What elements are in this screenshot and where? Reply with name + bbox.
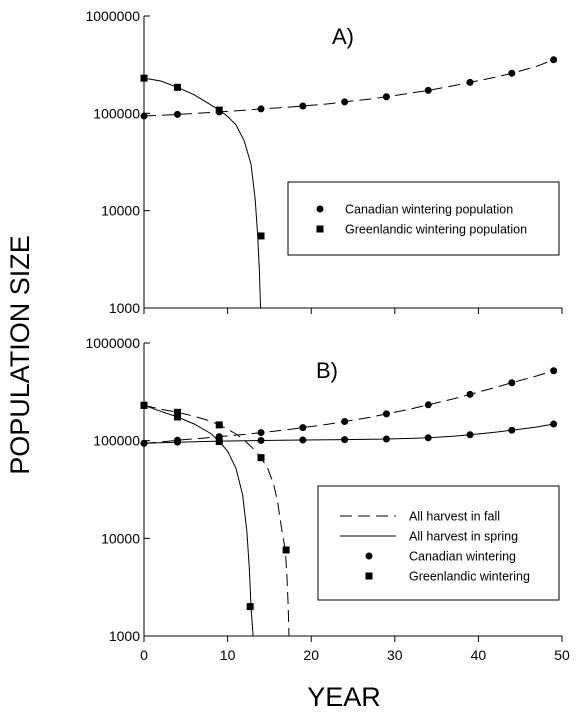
panel-b-point-greenlandic [173,413,181,421]
legend-entry-harvest-fall: All harvest in fall [409,510,500,524]
x-axis-title: YEAR [307,682,381,712]
legend-marker-square [365,572,373,580]
panel-a-y-tick-label: 1000 [109,300,140,316]
panel-b-point-canadian [299,436,307,444]
panel-b-point-canadian [550,420,558,428]
panel-a-point-canadian [550,56,558,64]
panel-b-y-tick-label: 100000 [93,433,140,449]
panel-a-axes: 1000 10000 100000 1000000 [85,8,563,316]
panel-b-point-canadian [550,367,558,375]
panel-a-marks [140,56,558,309]
panel-a-series-line [143,59,554,117]
panel-b-x-tick-label: 0 [140,647,148,663]
panel-a-y-tick-label: 100000 [93,105,140,121]
panel-a: 1000 10000 100000 1000000 A) Canadian winte… [85,8,563,316]
panel-a-point-canadian [173,110,181,118]
panel-b-point-canadian [341,418,349,426]
panel-b-point-greenlandic [282,546,290,554]
legend-marker-circle [316,205,324,213]
panel-b-point-greenlandic [215,421,223,429]
panel-b-point-greenlandic [215,438,223,446]
panel-b-y-tick-label: 10000 [101,530,140,546]
panel-b-x-tick-label: 50 [554,647,570,663]
legend-entry-greenlandic-population: Greenlandic wintering population [345,223,527,237]
panel-a-point-canadian [341,98,349,106]
panel-b-point-canadian [140,439,148,447]
panel-a-point-greenlandic [173,83,181,91]
panel-b-point-canadian [508,426,516,434]
panel-a-y-tick-label: 1000000 [85,8,140,24]
panel-b-point-canadian [382,435,390,443]
panel-b-point-greenlandic [140,401,148,409]
panel-a-point-greenlandic [140,74,148,82]
panel-b-point-canadian [508,379,516,387]
panel-b-point-greenlandic [173,408,181,416]
legend-entry-canadian-population: Canadian wintering population [345,203,513,217]
panel-b-y-tick-label: 1000 [109,628,140,644]
panel-b-point-canadian [341,436,349,444]
panel-b-x-tick-label: 20 [303,647,319,663]
panel-b-point-canadian [466,390,474,398]
panel-a-point-greenlandic [257,232,265,240]
panel-b-point-canadian [299,424,307,432]
panel-b-marks [140,367,558,637]
panel-b-point-canadian [466,431,474,439]
panel-b-y-tick-label: 1000000 [85,335,140,351]
panel-b-legend: All harvest in fall All harvest in sprin… [317,485,560,601]
panel-a-legend: Canadian wintering population Greenlandi… [287,181,560,256]
panel-a-point-greenlandic [215,106,223,114]
panel-a-point-canadian [299,102,307,110]
panel-b-series-line [143,423,554,444]
legend-entry-greenlandic-wintering: Greenlandic wintering [409,570,530,584]
legend-entry-harvest-spring: All harvest in spring [409,530,518,544]
panel-b-series-line [143,404,254,637]
panel-b-axes: 1000 10000 100000 1000000 0 10 20 30 40 50 [85,335,570,663]
panel-a-point-canadian [424,86,432,94]
panel-b-point-greenlandic [246,603,254,611]
panel-b-point-canadian [173,438,181,446]
legend-entry-canadian-wintering: Canadian wintering [409,550,516,564]
y-axis-title: POPULATION SIZE [5,235,35,475]
panel-b-x-tick-label: 30 [387,647,403,663]
panel-b-x-tick-label: 10 [220,647,236,663]
panel-b-x-tick-label: 40 [471,647,487,663]
panel-b-point-canadian [424,401,432,409]
legend-marker-circle [365,552,373,560]
panel-b-point-canadian [424,434,432,442]
panel-a-point-canadian [466,78,474,86]
panel-a-series-line [143,77,262,309]
panel-b-point-greenlandic [257,454,265,462]
panel-b-label: B) [316,358,338,383]
legend-marker-square [316,225,324,233]
panel-b-point-canadian [257,429,265,437]
panel-b-legend-box [317,485,560,601]
panel-b-point-canadian [257,436,265,444]
panel-b: 1000 10000 100000 1000000 0 10 20 30 40 50 B) All… [85,335,570,663]
panel-a-point-canadian [140,112,148,120]
panel-a-legend-box [287,181,560,256]
panel-a-point-canadian [257,105,265,113]
panel-a-y-tick-label: 10000 [101,203,140,219]
panel-b-point-canadian [382,410,390,418]
panel-a-point-canadian [382,93,390,101]
panel-a-label: A) [332,24,354,49]
panel-a-point-canadian [508,69,516,77]
